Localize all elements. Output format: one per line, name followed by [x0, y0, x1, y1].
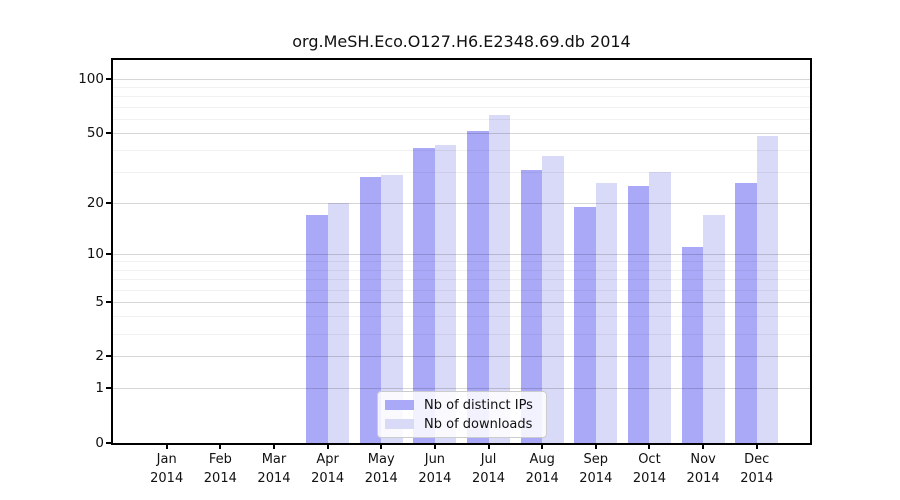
- y-tick-mark: [106, 442, 113, 444]
- x-tick-mark: [702, 443, 705, 449]
- x-tick-label-dec: Dec 2014: [740, 452, 774, 486]
- minor-gridline: [113, 261, 810, 263]
- chart-title: org.MeSH.Eco.O127.H6.E2348.69.db 2014: [292, 32, 631, 51]
- bar-downloads-oct: [649, 172, 671, 443]
- major-gridline: [113, 79, 810, 80]
- x-tick-mark: [541, 443, 544, 449]
- y-tick-mark: [106, 300, 113, 303]
- x-tick-mark: [380, 443, 383, 449]
- x-tick-label-may: May 2014: [364, 452, 398, 486]
- bar-distinct-ips-may: [359, 177, 382, 443]
- x-tick-label-jan: Jan 2014: [150, 452, 184, 486]
- y-tick-mark: [106, 252, 113, 255]
- x-tick-mark: [648, 443, 651, 449]
- legend-item-distinct-ips: Nb of distinct IPs: [385, 398, 538, 413]
- bar-distinct-ips-oct: [627, 186, 650, 443]
- x-tick-label-jun: Jun 2014: [418, 452, 452, 486]
- y-tick-mark: [106, 131, 113, 134]
- y-tick-label: 10: [86, 245, 104, 262]
- x-tick-mark: [165, 443, 168, 449]
- bar-distinct-ips-jun: [413, 148, 435, 443]
- x-tick-label-feb: Feb 2014: [203, 452, 237, 486]
- y-tick-mark: [106, 201, 113, 204]
- bar-downloads-jun: [434, 144, 457, 443]
- minor-gridline: [113, 269, 810, 271]
- major-gridline: [113, 253, 810, 255]
- minor-gridline: [113, 96, 810, 98]
- bar-distinct-ips-jul: [467, 131, 489, 443]
- legend-swatch-distinct-ips: [385, 400, 414, 410]
- bar-distinct-ips-sep: [574, 206, 596, 443]
- bar-distinct-ips-aug: [520, 169, 543, 443]
- bar-downloads-sep: [595, 183, 618, 443]
- major-gridline: [113, 132, 810, 134]
- legend-swatch-downloads: [385, 419, 414, 429]
- x-tick-label-oct: Oct 2014: [632, 452, 666, 486]
- minor-gridline: [113, 289, 810, 291]
- bar-downloads-apr: [327, 202, 350, 443]
- minor-gridline: [113, 172, 810, 174]
- minor-gridline: [113, 333, 810, 335]
- major-gridline: [113, 388, 810, 390]
- y-tick-label: 2: [95, 348, 104, 365]
- legend-label-distinct-ips: Nb of distinct IPs: [424, 397, 533, 413]
- x-tick-label-nov: Nov 2014: [686, 452, 720, 486]
- bar-downloads-nov: [703, 215, 725, 443]
- y-tick-mark: [106, 78, 113, 80]
- x-tick-mark: [272, 443, 275, 449]
- x-tick-mark: [326, 443, 329, 449]
- x-tick-label-jul: Jul 2014: [471, 452, 506, 486]
- x-tick-mark: [487, 443, 490, 449]
- y-tick-label: 20: [86, 194, 104, 211]
- bar-distinct-ips-apr: [306, 215, 328, 443]
- major-gridline: [113, 202, 810, 204]
- y-tick-label: 50: [86, 124, 104, 141]
- bar-distinct-ips-nov: [681, 247, 704, 443]
- major-gridline: [113, 301, 810, 303]
- plot-area: Nb of distinct IPs Nb of downloads: [111, 58, 812, 445]
- major-gridline: [113, 356, 810, 358]
- y-tick-label: 100: [78, 71, 104, 87]
- x-tick-label-aug: Aug 2014: [525, 452, 559, 486]
- x-tick-mark: [755, 443, 758, 449]
- minor-gridline: [113, 118, 810, 120]
- legend-label-downloads: Nb of downloads: [424, 416, 533, 432]
- legend: Nb of distinct IPs Nb of downloads: [377, 391, 547, 438]
- y-tick-mark: [106, 387, 113, 390]
- bar-downloads-jul: [488, 114, 511, 443]
- x-tick-mark: [219, 443, 222, 449]
- y-tick-label: 1: [95, 380, 104, 397]
- bar-distinct-ips-dec: [735, 183, 757, 443]
- minor-gridline: [113, 87, 810, 89]
- x-tick-label-mar: Mar 2014: [257, 452, 291, 486]
- bar-downloads-dec: [756, 136, 779, 443]
- minor-gridline: [113, 106, 810, 108]
- x-tick-label-apr: Apr 2014: [311, 452, 345, 486]
- minor-gridline: [113, 316, 810, 318]
- x-tick-mark: [594, 443, 597, 449]
- minor-gridline: [113, 150, 810, 152]
- x-tick-label-sep: Sep 2014: [579, 452, 613, 486]
- bar-downloads-may: [381, 174, 403, 443]
- legend-item-downloads: Nb of downloads: [385, 417, 538, 432]
- bar-downloads-aug: [542, 156, 564, 443]
- y-tick-label: 5: [95, 293, 104, 310]
- x-tick-mark: [433, 443, 436, 449]
- y-tick-mark: [106, 355, 113, 358]
- y-tick-label: 0: [95, 435, 104, 451]
- minor-gridline: [113, 278, 810, 280]
